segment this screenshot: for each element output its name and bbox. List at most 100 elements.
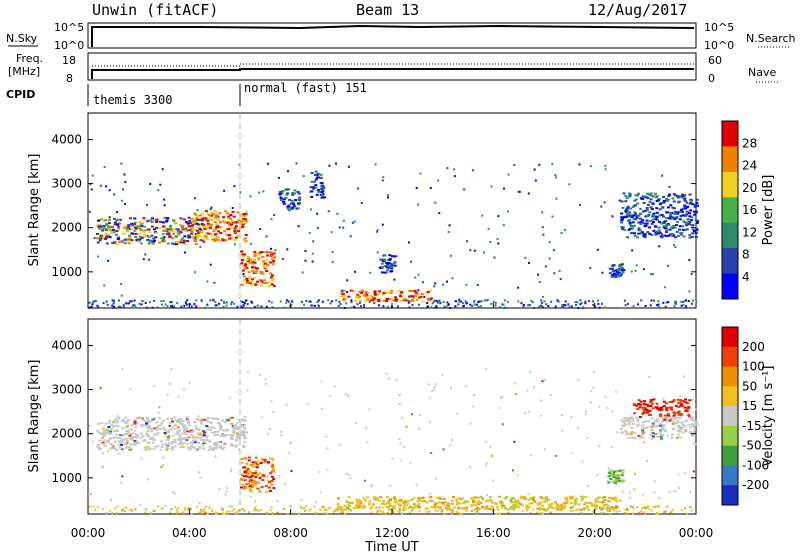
power-speckle: [449, 254, 452, 257]
velocity-echo-cell: [614, 497, 618, 500]
velocity-echo-cell: [638, 416, 642, 418]
velocity-ground-cell: [441, 509, 444, 512]
power-echo-cell: [165, 220, 168, 223]
power-echo-cell: [196, 237, 200, 239]
velocity-echo-cell: [96, 443, 100, 446]
velocity-echo-cell: [669, 418, 673, 421]
velocity-echo-cell: [621, 469, 625, 472]
power-echo-cell: [236, 211, 240, 214]
velocity-echo-cell: [430, 505, 434, 508]
power-speckle: [121, 199, 124, 202]
velocity-ground-cell: [260, 509, 263, 512]
velocity-echo-cell: [178, 419, 182, 422]
power-echo-cell: [631, 227, 634, 230]
velocity-echo-cell: [580, 498, 584, 501]
power-echo-cell: [378, 290, 382, 293]
power-echo-cell: [691, 224, 695, 227]
velocity-echo-cell: [267, 461, 271, 464]
velocity-speckle: [326, 468, 329, 471]
power-ground-cell: [222, 300, 225, 303]
power-echo-cell: [158, 226, 162, 229]
power-echo-cell: [196, 229, 199, 232]
velocity-echo-cell: [212, 442, 216, 445]
velocity-echo-cell: [193, 421, 196, 424]
velocity-ground-cell: [632, 506, 635, 509]
power-echo-cell: [172, 219, 176, 222]
velocity-echo-cell: [528, 502, 532, 505]
power-ground-cell: [335, 299, 338, 302]
power-speckle: [555, 197, 558, 200]
velocity-echo-cell: [609, 507, 613, 509]
power-echo-cell: [381, 266, 385, 269]
velocity-ground-cell: [321, 506, 324, 509]
power-speckle: [351, 221, 354, 224]
velocity-ground-cell: [334, 510, 337, 512]
velocity-echo-cell: [673, 413, 677, 416]
velocity-colorbar-segment: [722, 465, 738, 486]
velocity-echo-cell: [435, 496, 439, 499]
velocity-echo-cell: [176, 426, 180, 429]
power-echo-cell: [408, 289, 412, 292]
power-echo-cell: [161, 237, 165, 240]
power-ground-cell: [574, 301, 577, 303]
power-colorbar-frame: [721, 120, 739, 300]
velocity-echo-cell: [113, 419, 117, 422]
velocity-echo-cell: [660, 437, 663, 440]
power-speckle: [250, 242, 253, 245]
power-echo-cell: [169, 229, 173, 232]
velocity-echo-cell: [116, 424, 120, 427]
power-echo-cell: [208, 232, 212, 235]
velocity-ground-cell: [161, 507, 164, 510]
velocity-echo-cell: [182, 425, 185, 428]
velocity-echo-cell: [680, 399, 684, 402]
velocity-echo-cell: [201, 433, 204, 436]
velocity-echo-cell: [209, 447, 213, 450]
power-speckle: [342, 226, 345, 229]
velocity-echo-cell: [146, 417, 150, 420]
power-echo-cell: [651, 195, 655, 198]
power-echo-cell: [231, 221, 235, 224]
power-ground-cell: [657, 305, 660, 308]
y-tick-label: 4000: [51, 132, 82, 146]
power-echo-cell: [139, 229, 143, 232]
velocity-echo-cell: [363, 506, 367, 508]
velocity-echo-cell: [659, 415, 663, 418]
velocity-echo-cell: [630, 433, 633, 436]
velocity-echo-cell: [141, 418, 145, 421]
power-ground-cell: [309, 300, 312, 303]
velocity-ground-cell: [603, 505, 606, 508]
power-echo-cell: [416, 297, 420, 300]
velocity-echo-cell: [166, 431, 170, 433]
power-echo-cell: [211, 219, 215, 222]
power-echo-cell: [155, 218, 159, 221]
velocity-ground-cell: [457, 507, 460, 510]
velocity-echo-cell: [637, 403, 640, 405]
power-ground-cell: [185, 302, 188, 305]
power-ground-cell: [225, 304, 228, 307]
power-speckle: [517, 190, 520, 193]
power-echo-cell: [415, 298, 419, 301]
x-tick-label: 00:00: [679, 526, 714, 540]
velocity-ground-cell: [305, 505, 308, 508]
velocity-ground-cell: [134, 508, 137, 511]
power-echo-cell: [183, 243, 187, 246]
velocity-ground-cell: [428, 510, 431, 513]
power-echo-cell: [411, 295, 415, 298]
power-echo-cell: [663, 234, 667, 237]
power-ground-cell: [145, 306, 148, 309]
velocity-echo-cell: [525, 507, 529, 509]
velocity-echo-cell: [676, 411, 680, 414]
power-speckle: [473, 249, 476, 252]
power-echo-cell: [297, 192, 301, 195]
noise-tick-bottom-right: 10^0: [704, 39, 734, 52]
power-echo-cell: [191, 235, 194, 238]
power-echo-cell: [654, 233, 658, 236]
power-speckle: [281, 257, 284, 260]
velocity-echo-cell: [178, 435, 182, 437]
velocity-ground-cell: [97, 506, 100, 509]
power-ground-cell: [102, 302, 105, 305]
power-ground-cell: [129, 299, 132, 302]
velocity-speckle: [430, 452, 433, 454]
velocity-speckle: [529, 370, 532, 373]
velocity-echo-cell: [261, 475, 265, 477]
